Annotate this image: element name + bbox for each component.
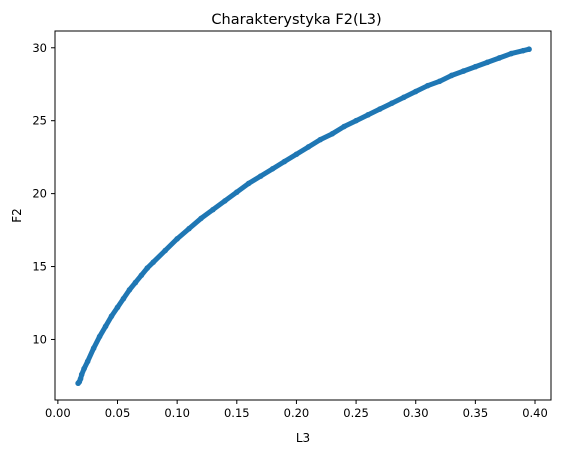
- data-point: [234, 189, 240, 195]
- data-point: [520, 47, 526, 54]
- data-point: [389, 100, 395, 106]
- data-point: [96, 333, 103, 340]
- data-point: [186, 225, 192, 232]
- data-point: [448, 72, 455, 79]
- x-tick-label: 0.25: [343, 406, 369, 420]
- data-point: [269, 166, 276, 172]
- x-tick-label: 0.10: [164, 406, 190, 420]
- data-point: [436, 78, 443, 85]
- data-point: [484, 59, 491, 66]
- data-point: [329, 131, 336, 137]
- data-point: [210, 206, 216, 213]
- y-axis: 10 15 20 25 30: [32, 41, 55, 346]
- data-point: [120, 295, 127, 302]
- data-point: [132, 279, 139, 286]
- y-tick-label: 25: [32, 114, 47, 128]
- y-axis-label: F2: [10, 208, 24, 223]
- y-tick-label: 15: [32, 260, 47, 274]
- data-point: [245, 180, 252, 187]
- x-tick-label: 0.05: [105, 406, 131, 420]
- data-point: [114, 304, 121, 311]
- data-point: [138, 272, 145, 279]
- x-tick-label: 0.15: [224, 406, 250, 420]
- data-point: [401, 94, 407, 101]
- data-point: [81, 365, 87, 372]
- data-point: [293, 151, 300, 158]
- plot-area: [75, 46, 532, 387]
- data-point: [144, 265, 151, 271]
- data-point: [198, 215, 204, 222]
- data-point: [150, 259, 157, 265]
- data-point: [108, 313, 115, 319]
- data-point: [317, 136, 324, 143]
- x-tick-label: 0.00: [45, 406, 71, 420]
- data-point: [126, 287, 133, 293]
- y-tick-label: 30: [32, 41, 47, 55]
- x-tick-label: 0.20: [284, 406, 310, 420]
- axes-frame: [54, 30, 552, 401]
- data-point: [496, 55, 503, 61]
- data-point: [353, 117, 359, 124]
- data-point: [90, 345, 97, 352]
- data-point: [174, 236, 180, 242]
- data-point: [424, 82, 431, 89]
- data-point: [84, 358, 91, 365]
- x-tick-label: 0.40: [522, 406, 548, 420]
- data-point: [305, 144, 312, 150]
- y-tick-label: 20: [32, 187, 47, 201]
- data-point: [341, 123, 347, 130]
- data-point: [281, 158, 288, 165]
- data-point: [102, 323, 109, 330]
- data-point: [162, 247, 169, 254]
- data-point: [377, 106, 383, 112]
- data-point: [526, 46, 532, 53]
- data-point: [472, 63, 479, 70]
- x-tick-label: 0.30: [403, 406, 429, 420]
- data-point: [365, 112, 371, 118]
- x-tick-label: 0.35: [463, 406, 489, 420]
- chart-title: Charakterystyka F2(L3): [211, 12, 381, 28]
- data-point: [412, 88, 419, 95]
- x-axis: 0.00 0.05 0.10 0.15 0.20 0.25 0.30 0.35 0.40: [45, 400, 548, 420]
- data-point: [78, 371, 85, 378]
- data-point: [77, 376, 84, 382]
- data-point: [257, 173, 264, 179]
- data-point: [508, 50, 514, 57]
- data-point: [460, 68, 467, 74]
- y-tick-label: 10: [32, 332, 47, 346]
- data-point: [222, 198, 228, 204]
- x-axis-label: L3: [296, 431, 310, 445]
